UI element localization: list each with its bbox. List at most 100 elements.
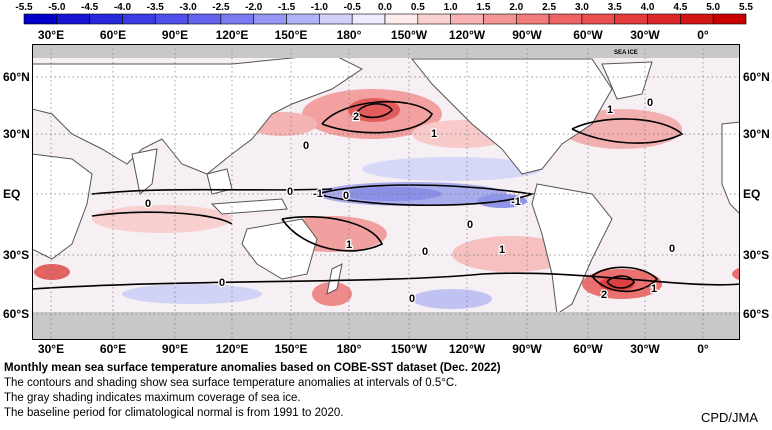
australia-land bbox=[241, 218, 318, 280]
tasman-warm-anomaly bbox=[312, 282, 352, 306]
colorbar-tick-label: 2.5 bbox=[542, 2, 556, 13]
contour-indian-ocean bbox=[91, 211, 233, 225]
colorbar-tick-label: -2.0 bbox=[245, 2, 263, 13]
contour-south-atlantic-core bbox=[606, 275, 635, 289]
colorbar-swatch bbox=[384, 13, 419, 25]
arctic-sea-ice bbox=[32, 44, 740, 58]
colorbar-tick-label: 3.0 bbox=[575, 2, 589, 13]
latitude-label: 60°S bbox=[3, 307, 30, 321]
latitude-label: 30°S bbox=[3, 248, 30, 262]
longitude-label: 120°E bbox=[215, 342, 249, 356]
longitude-label: 150°W bbox=[390, 342, 428, 356]
anomaly-color-scale: -5.5 -5.0 -4.5 -4.0 -3.5 -3.0 -2.5 -2.0 -1.5 -1.0… bbox=[15, 2, 753, 25]
south-america-land bbox=[531, 183, 613, 315]
longitude-label: 150°E bbox=[274, 28, 308, 42]
new-zealand-land bbox=[326, 263, 343, 295]
colorbar-tick-label: -1.0 bbox=[311, 2, 329, 13]
colorbar-tick-label: 1.5 bbox=[477, 2, 491, 13]
longitude-label: 90°E bbox=[161, 342, 189, 356]
longitude-label: 30°E bbox=[37, 342, 65, 356]
colorbar-swatch bbox=[351, 13, 386, 25]
longitude-label: 150°E bbox=[274, 342, 308, 356]
latitude-label: 30°N bbox=[3, 127, 30, 141]
colorbar-swatch bbox=[122, 13, 156, 25]
latitude-label: 60°N bbox=[743, 70, 770, 84]
colorbar-tick-label: -4.5 bbox=[81, 2, 99, 13]
contour-equator-zero bbox=[91, 188, 333, 195]
caption-line-2: The gray shading indicates maximum cover… bbox=[4, 392, 301, 404]
contour-label: 1 bbox=[651, 283, 657, 295]
longitude-label: 180° bbox=[336, 342, 362, 356]
contour-labels: 2 1 0 0 0 0 -1 -1 0 1 0 1 0 1 0 0 2 1 0 bbox=[144, 96, 677, 307]
contour-lines bbox=[32, 100, 740, 293]
colorbar-swatch bbox=[581, 13, 616, 25]
colorbar-swatch bbox=[515, 13, 550, 25]
colorbar-swatch bbox=[89, 13, 123, 25]
africa-land bbox=[32, 153, 93, 260]
east-atlantic-warm bbox=[732, 267, 740, 281]
contour-south-pacific bbox=[281, 216, 384, 252]
colorbar-tick-label: -5.0 bbox=[48, 2, 66, 13]
latitude-label: EQ bbox=[743, 187, 761, 201]
north-america-land bbox=[410, 58, 613, 175]
contour-label: 0 bbox=[669, 243, 675, 255]
colorbar-swatch bbox=[417, 13, 451, 25]
sea-ice-label: SEA ICE bbox=[614, 50, 638, 56]
longitude-label: 60°W bbox=[573, 28, 603, 42]
contour-label: 1 bbox=[431, 128, 437, 140]
longitude-axis-bottom: 30°E 60°E 90°E 120°E 150°E 180° 150°W 120°W 90°W… bbox=[0, 342, 772, 358]
southern-ocean-cool bbox=[412, 289, 492, 309]
colorbar-swatch bbox=[220, 13, 255, 25]
longitude-label: 90°W bbox=[512, 28, 542, 42]
longitude-label: 30°W bbox=[630, 342, 660, 356]
sea-ice-shading bbox=[32, 44, 740, 340]
contour-north-pacific-core bbox=[356, 103, 393, 119]
contour-label: 0 bbox=[287, 186, 293, 198]
colorbar-tick-label: 4.0 bbox=[641, 2, 655, 13]
colorbar-swatch bbox=[712, 13, 747, 25]
latitude-label: 30°S bbox=[743, 248, 770, 262]
contour-label: 2 bbox=[353, 111, 359, 123]
map-frame bbox=[32, 44, 740, 340]
colorbar-tick-label: 0.5 bbox=[411, 2, 425, 13]
longitude-label: 30°E bbox=[37, 28, 65, 42]
longitude-axis-top: 30°E 60°E 90°E 120°E 150°E 180° 150°W 120°W 90°W… bbox=[0, 28, 772, 44]
colorbar-tick-label: -0.5 bbox=[344, 2, 362, 13]
longitude-label: 0° bbox=[697, 342, 709, 356]
graticule bbox=[32, 44, 740, 340]
longitude-label: 90°E bbox=[161, 28, 189, 42]
colorbar-swatch bbox=[253, 13, 287, 25]
longitude-label: 0° bbox=[697, 28, 709, 42]
antarctic-sea-ice bbox=[32, 312, 740, 340]
contour-north-atlantic bbox=[571, 118, 684, 144]
figure-caption: Monthly mean sea surface temperature ano… bbox=[4, 361, 654, 421]
caption-line-1: The contours and shading show sea surfac… bbox=[4, 377, 458, 389]
south-indian-warm-west bbox=[34, 264, 70, 280]
colorbar-tick-label: -4.0 bbox=[114, 2, 132, 13]
sst-anomaly-map: 2 1 0 0 0 0 -1 -1 0 1 0 1 0 1 0 0 2 1 0 SEA ICE bbox=[32, 44, 740, 340]
longitude-label: 60°E bbox=[99, 28, 127, 42]
credit-label: CPD/JMA bbox=[700, 410, 758, 425]
longitude-label: 60°E bbox=[99, 342, 127, 356]
south-pacific-warm-east bbox=[452, 236, 572, 272]
contour-label: -1 bbox=[313, 188, 323, 200]
colorbar-swatch bbox=[647, 13, 681, 25]
colorbar-swatch bbox=[319, 13, 353, 25]
latitude-label: EQ bbox=[3, 187, 21, 201]
longitude-label: 150°W bbox=[390, 28, 428, 42]
contour-label: 0 bbox=[145, 198, 151, 210]
longitude-label: 30°W bbox=[630, 28, 660, 42]
colorbar-swatch bbox=[154, 13, 189, 25]
longitude-label: 180° bbox=[336, 28, 362, 42]
contour-label: 0 bbox=[467, 219, 473, 231]
india-land bbox=[131, 148, 158, 195]
colorbar-tick-label: 3.5 bbox=[608, 2, 622, 13]
contour-label: 1 bbox=[499, 244, 505, 256]
colorbar-tick-label: -5.5 bbox=[15, 2, 33, 13]
colorbar-swatch bbox=[286, 13, 320, 25]
colorbar-tick-label: -2.5 bbox=[212, 2, 230, 13]
south-indian-cool bbox=[122, 284, 262, 304]
latitude-label: 60°S bbox=[743, 307, 770, 321]
contour-label: -1 bbox=[511, 196, 521, 208]
africa-land-east bbox=[721, 121, 740, 215]
